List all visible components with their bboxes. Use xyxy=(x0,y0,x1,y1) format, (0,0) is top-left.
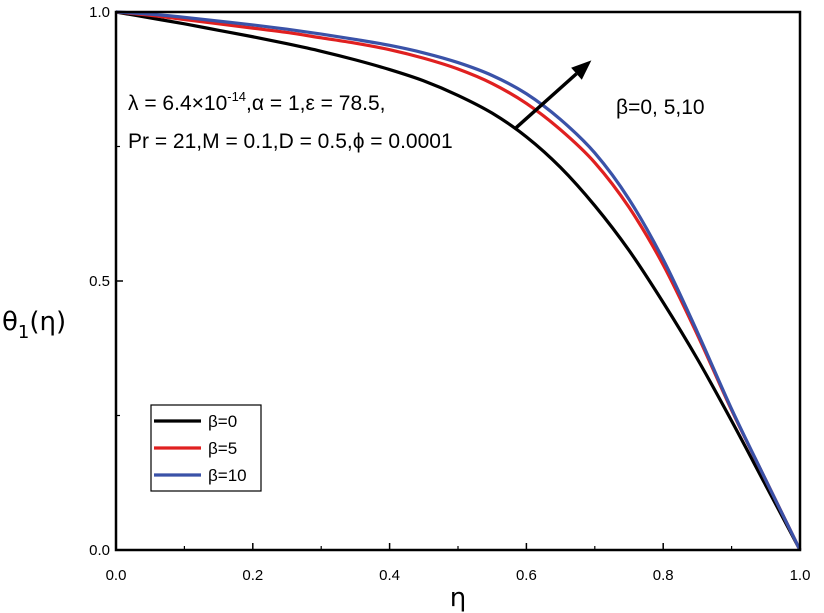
parameters-line-1: λ = 6.4×10-14,α = 1,ε = 78.5, xyxy=(128,89,385,115)
y-tick-label: 1.0 xyxy=(89,4,110,21)
legend-label-0: β=0 xyxy=(208,412,237,431)
legend-label-2: β=10 xyxy=(208,466,247,485)
trend-arrow xyxy=(514,72,578,129)
series-layer xyxy=(115,10,802,551)
x-tick-label: 0.4 xyxy=(379,567,400,584)
y-axis-label-sub: 1 xyxy=(18,322,29,343)
x-tick-label: 0.2 xyxy=(242,567,263,584)
legend: β=0 β=5 β=10 xyxy=(150,404,262,492)
parameters-line-1-a: λ = 6.4×10 xyxy=(128,92,227,115)
ticks-layer: 0.0 0.2 0.4 0.6 0.8 1.0 0.0 0.5 1.0 xyxy=(89,4,810,584)
parameters-line-2: Pr = 21,M = 0.1,D = 0.5,ϕ = 0.0001 xyxy=(128,130,453,153)
y-axis-label: θ1(η) xyxy=(2,307,66,343)
legend-label-1: β=5 xyxy=(208,439,237,458)
parameters-line-1-exponent: -14 xyxy=(227,89,246,104)
x-tick-label: 1.0 xyxy=(790,567,811,584)
y-tick-label: 0.5 xyxy=(89,273,110,290)
x-tick-label: 0.8 xyxy=(653,567,674,584)
series-line-0 xyxy=(115,10,802,551)
y-axis-label-suffix: (η) xyxy=(29,307,66,337)
series-line-2 xyxy=(115,10,802,551)
y-axis-label-main: θ xyxy=(2,307,18,337)
trend-arrow-label: β=0, 5,10 xyxy=(616,96,705,119)
x-tick-label: 0.0 xyxy=(106,567,127,584)
trend-arrow-head xyxy=(571,60,592,80)
parameters-line-1-b: ,α = 1,ε = 78.5, xyxy=(246,92,385,115)
x-tick-label: 0.6 xyxy=(516,567,537,584)
y-tick-label: 0.0 xyxy=(89,542,110,559)
x-axis-label: η xyxy=(450,583,466,613)
